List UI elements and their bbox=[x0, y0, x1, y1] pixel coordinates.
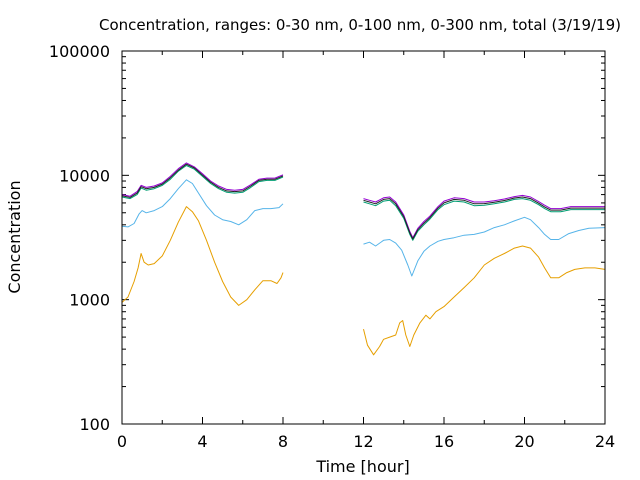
y-tick-label: 1000 bbox=[69, 291, 110, 310]
x-tick-label: 4 bbox=[197, 432, 207, 451]
series-5-line-segment-1 bbox=[121, 163, 284, 198]
chart-title: Concentration, ranges: 0-30 nm, 0-100 nm… bbox=[99, 16, 621, 34]
tick-marks bbox=[121, 50, 606, 425]
tick-labels: 0 4 8 12 16 20 24 100 1000 10000 100000 bbox=[49, 42, 615, 451]
x-tick-label: 12 bbox=[353, 432, 373, 451]
series-4-line-segment-2 bbox=[363, 194, 605, 239]
x-tick-label: 8 bbox=[278, 432, 288, 451]
x-axis-label: Time [hour] bbox=[315, 457, 409, 476]
y-axis-label: Concentration bbox=[5, 180, 24, 293]
plot-frame bbox=[121, 50, 606, 425]
y-tick-label: 10000 bbox=[59, 166, 110, 185]
x-tick-label: 16 bbox=[434, 432, 454, 451]
series-1-line-segment-1 bbox=[121, 206, 284, 306]
x-tick-label: 24 bbox=[595, 432, 615, 451]
series-3-line-segment-1 bbox=[121, 165, 284, 200]
y-tick-label: 100 bbox=[79, 415, 110, 434]
series-4-line-segment-1 bbox=[121, 162, 284, 197]
series-group bbox=[121, 162, 606, 356]
series-2-line-segment-2 bbox=[363, 216, 606, 277]
series-2-line-segment-1 bbox=[121, 179, 284, 228]
y-tick-label: 100000 bbox=[49, 42, 110, 61]
x-tick-label: 20 bbox=[514, 432, 534, 451]
series-5-line-segment-2 bbox=[363, 196, 605, 240]
series-1-line-segment-2 bbox=[363, 245, 606, 356]
series-3-line-segment-2 bbox=[363, 198, 605, 241]
x-tick-label: 0 bbox=[117, 432, 127, 451]
